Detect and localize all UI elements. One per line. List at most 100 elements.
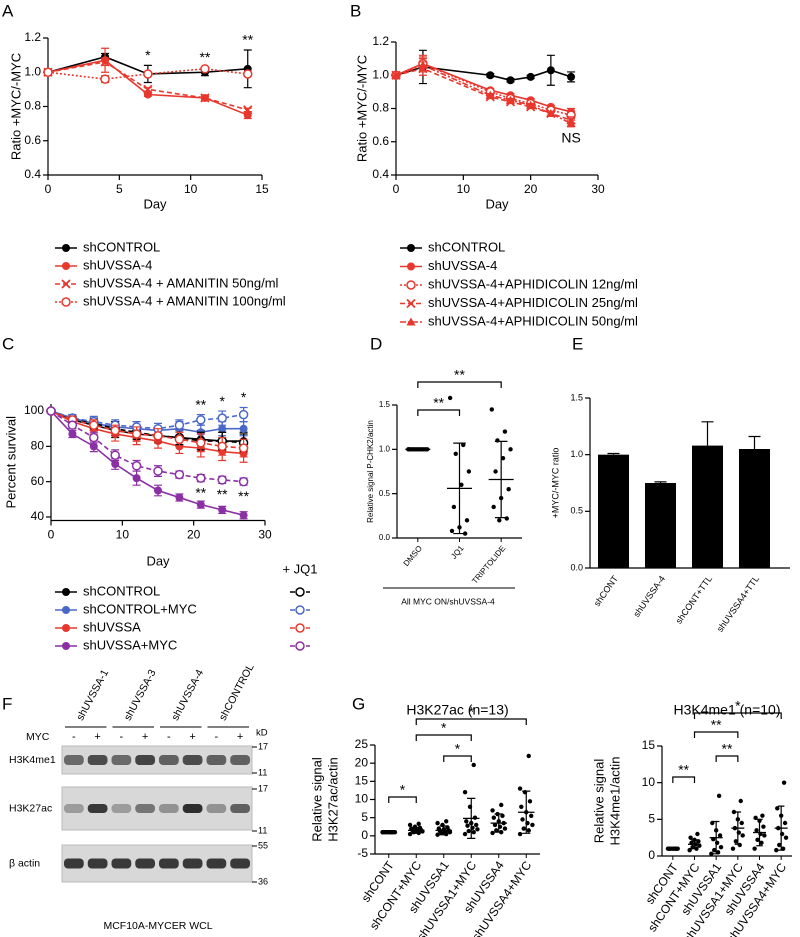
blot-band bbox=[135, 804, 155, 813]
legend-label: shCONTROL+MYC bbox=[83, 601, 197, 616]
marker bbox=[546, 108, 556, 117]
y-tick-label: 0.4 bbox=[372, 167, 389, 181]
y-tick-label: 0.5 bbox=[379, 489, 391, 498]
series-line bbox=[50, 410, 244, 483]
marker bbox=[506, 76, 515, 85]
x-tick-label: shUVSSA-4 bbox=[631, 574, 667, 619]
y-tick-label: 0.4 bbox=[24, 167, 41, 181]
y-tick-label: 1.5 bbox=[570, 392, 583, 402]
significance-bracket bbox=[672, 776, 696, 783]
marker bbox=[132, 474, 141, 483]
marker bbox=[200, 64, 210, 74]
myc-state: + bbox=[237, 731, 243, 743]
legend-label: shUVSSA-4+APHIDICOLIN 12ng/ml bbox=[428, 276, 638, 291]
marker bbox=[566, 118, 576, 127]
data-point bbox=[529, 813, 534, 819]
kd-marker: 11 bbox=[258, 767, 267, 777]
data-point bbox=[717, 833, 723, 838]
chart-title: H3K4me1 (n=10) bbox=[673, 702, 780, 718]
marker bbox=[485, 90, 495, 99]
y-axis-label: Ratio +MYC/-MYC bbox=[354, 55, 369, 162]
data-point bbox=[755, 837, 760, 843]
legend-label: shCONTROL bbox=[428, 239, 505, 254]
marker bbox=[238, 476, 249, 487]
data-point bbox=[716, 793, 722, 799]
y-axis-label: +MYC/-MYC ratio bbox=[550, 448, 560, 519]
x-tick-label: 30 bbox=[591, 182, 605, 196]
sd-bar bbox=[412, 826, 421, 834]
y-axis-label: Percent survival bbox=[3, 416, 18, 509]
sd-bar bbox=[777, 805, 785, 851]
marker bbox=[68, 430, 77, 439]
blot-band bbox=[230, 804, 250, 813]
myc-state: - bbox=[72, 731, 76, 743]
data-point bbox=[739, 820, 744, 826]
panel-letter: D bbox=[370, 334, 382, 353]
data-point bbox=[466, 469, 472, 474]
panel-letter: F bbox=[2, 694, 12, 713]
marker bbox=[143, 69, 153, 79]
x-tick-label: shCONT bbox=[592, 573, 621, 608]
marker bbox=[100, 57, 110, 67]
data-point bbox=[712, 847, 717, 853]
marker bbox=[486, 71, 495, 80]
y-tick-label: 0.5 bbox=[570, 506, 583, 516]
y-tick-label: 1.5 bbox=[379, 400, 391, 409]
x-tick-label: DMSO bbox=[402, 544, 424, 568]
myc-state: + bbox=[94, 731, 100, 743]
significance-label: NS bbox=[561, 129, 580, 145]
y-tick-label: 15 bbox=[355, 774, 369, 788]
data-point bbox=[490, 808, 495, 813]
marker bbox=[238, 409, 249, 420]
x-tick-label: 15 bbox=[255, 182, 269, 196]
y-tick-label: 1.2 bbox=[24, 30, 41, 44]
series-line bbox=[50, 410, 244, 444]
error-bar bbox=[654, 481, 667, 483]
data-point bbox=[731, 809, 737, 815]
data-point bbox=[687, 847, 692, 853]
blot-band bbox=[182, 804, 203, 813]
marker bbox=[111, 460, 120, 469]
data-point bbox=[738, 798, 743, 804]
y-axis-label: Relative signal P-CHK2/actin bbox=[366, 420, 375, 523]
blot-band bbox=[230, 858, 250, 869]
blot-band bbox=[111, 755, 132, 765]
marker bbox=[526, 100, 536, 109]
legend-marker bbox=[62, 606, 70, 614]
x-axis-label: Day bbox=[146, 553, 170, 568]
data-point bbox=[444, 819, 449, 824]
legend-label: shUVSSA+MYC bbox=[83, 637, 177, 652]
data-point bbox=[500, 813, 505, 819]
footnote: All MYC ON/shUVSSA-4 bbox=[401, 596, 495, 606]
significance-label: * bbox=[241, 389, 247, 405]
legend-label: shUVSSA-4 bbox=[83, 257, 152, 272]
data-point bbox=[506, 487, 511, 492]
myc-label: MYC bbox=[26, 731, 50, 743]
data-point bbox=[471, 830, 476, 835]
panel-letter: C bbox=[2, 334, 14, 353]
data-point bbox=[492, 822, 498, 828]
data-point bbox=[474, 822, 479, 828]
sd-bar bbox=[522, 790, 531, 834]
marker bbox=[217, 475, 227, 485]
x-axis-label: Day bbox=[485, 196, 509, 211]
blot-band bbox=[135, 755, 155, 765]
legend-marker bbox=[295, 623, 305, 633]
sd-bar bbox=[494, 440, 508, 519]
legend-label: shUVSSA-4+APHIDICOLIN 50ng/ml bbox=[428, 313, 638, 328]
y-tick-label: 0 bbox=[361, 828, 368, 842]
kd-marker: 55 bbox=[258, 840, 268, 850]
significance-label: * bbox=[469, 704, 475, 720]
legend-marker bbox=[62, 642, 70, 650]
sd-bar bbox=[439, 825, 448, 836]
sd-bar bbox=[734, 811, 742, 845]
significance-label: ** bbox=[242, 32, 253, 48]
panel-letter: B bbox=[350, 1, 361, 20]
blot-band bbox=[64, 755, 84, 765]
data-point bbox=[464, 518, 470, 523]
data-point bbox=[526, 828, 531, 833]
blot-column-label: shUVSSA-1 bbox=[74, 667, 111, 722]
data-point bbox=[499, 802, 504, 808]
y-tick-label: 0.0 bbox=[379, 533, 391, 542]
